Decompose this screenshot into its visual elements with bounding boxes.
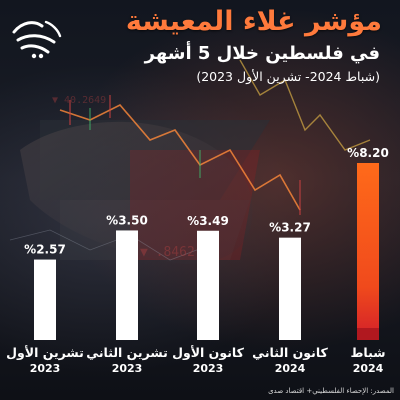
background-ticker-value: ▼ 40.2649 [52, 95, 107, 106]
brand-logo [12, 20, 62, 59]
category-month-label: كانون الأول [172, 345, 244, 360]
bar [279, 237, 301, 340]
category-month-label: تشرين الثاني [86, 345, 168, 360]
chart-subtitle: في فلسطين خلال 5 أشهر [144, 43, 380, 64]
category-year-label: 2023 [112, 362, 143, 375]
category-year-label: 2024 [353, 362, 384, 375]
bar-value-label: %2.57 [24, 243, 66, 257]
bar-value-label: %3.49 [187, 214, 229, 228]
bar-value-label: %3.27 [269, 221, 311, 235]
bar [116, 230, 138, 340]
bar-highlight [357, 163, 379, 340]
category-year-label: 2024 [275, 362, 306, 375]
chart-period: (شباط 2024- تشرين الأول 2023) [196, 69, 380, 84]
chart-title: مؤشر غلاء المعيشة [125, 6, 382, 37]
bar-value-label: %3.50 [106, 213, 148, 227]
source-note: المصدر: الإحصاء الفلسطيني+ اقتصاد صدى [268, 387, 394, 395]
category-month-label: شباط [350, 345, 385, 360]
category-month-label: تشرين الأول [6, 345, 84, 360]
category-year-label: 2023 [193, 362, 224, 375]
bar-value-label: %8.20 [347, 146, 389, 160]
category-month-label: كانون الثاني [252, 345, 328, 360]
category-year-label: 2023 [30, 362, 61, 375]
bar-highlight-base [357, 328, 379, 340]
bar [197, 230, 219, 340]
background-ticker-value: ▼ .8462 [140, 245, 195, 260]
bar [34, 259, 56, 340]
